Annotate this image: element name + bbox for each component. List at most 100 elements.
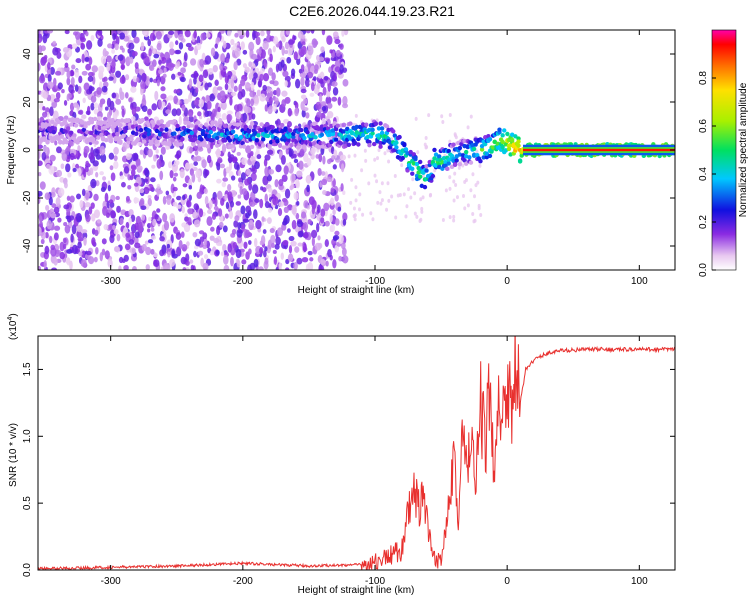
- spectrogram-ridge-cell: [422, 184, 428, 190]
- spectrogram-cell: [311, 229, 318, 239]
- spectrogram-cell: [78, 251, 83, 257]
- spectrogram-cell: [150, 177, 156, 183]
- spectrogram-cell: [106, 200, 110, 209]
- spectrogram-ridge-cell: [500, 139, 505, 145]
- spectrogram-cell: [394, 215, 398, 220]
- spectrogram-cell: [234, 47, 241, 58]
- spectrogram-ridge-cell: [249, 121, 255, 126]
- spectrogram-cell: [303, 231, 309, 239]
- spectrogram-cell: [244, 229, 251, 239]
- spectrogram-cell: [260, 30, 265, 37]
- spectrogram-cell: [103, 223, 109, 231]
- spectrogram-cell: [125, 195, 130, 202]
- spectrogram-cell: [419, 217, 423, 222]
- spectrogram-cell: [413, 211, 417, 216]
- spectrogram-ridge-cell: [234, 134, 239, 139]
- spectrogram-cell: [463, 206, 467, 211]
- spectrogram-cell: [159, 52, 164, 58]
- spectrogram-cell: [104, 106, 109, 111]
- spectrogram-cell: [102, 176, 107, 181]
- spectrogram-ridge-cell: [280, 122, 285, 128]
- spectrogram-cell: [454, 135, 458, 140]
- spectrogram-x-tick-label: -200: [233, 276, 253, 287]
- spectrogram-cell: [182, 267, 187, 270]
- spectrogram-cell: [225, 201, 230, 210]
- spectrogram-cell: [100, 55, 107, 65]
- spectrogram-cell: [42, 111, 48, 118]
- spectrogram-cell: [135, 158, 141, 168]
- spectrogram-cell: [178, 33, 184, 41]
- spectrogram-cell: [236, 228, 243, 238]
- spectrogram-ridge-cell: [227, 138, 233, 143]
- spectrogram-cell: [42, 106, 46, 111]
- spectrogram-cell: [225, 166, 231, 174]
- spectrogram-ridge-cell: [134, 131, 139, 137]
- snr-y-label: SNR (10 * v/v): [8, 423, 19, 487]
- spectrogram-cell: [85, 31, 89, 37]
- spectrogram-ridge-cell: [92, 116, 98, 122]
- spectrogram-cell: [236, 164, 240, 171]
- spectrogram-ridge-cell: [516, 143, 521, 148]
- spectrogram-cell: [268, 96, 273, 105]
- spectrogram-cell: [42, 91, 49, 99]
- spectrogram-cell: [133, 182, 139, 187]
- spectrogram-cell: [188, 184, 193, 190]
- spectrogram-cell: [236, 259, 241, 268]
- spectrogram-cell: [66, 69, 71, 79]
- spectrogram-cell: [235, 248, 242, 259]
- spectrogram-cell: [295, 212, 300, 220]
- spectrogram-cell: [141, 243, 147, 252]
- spectrogram-cell: [46, 219, 53, 230]
- spectrogram-cell: [320, 208, 326, 217]
- spectrogram-cell: [43, 259, 47, 269]
- spectrogram-cell: [38, 144, 44, 150]
- spectrogram-cell: [136, 165, 143, 172]
- spectrogram-cell: [188, 78, 193, 89]
- colorbar-ticks: 0.0 0.2 0.4 0.6 0.8: [698, 71, 716, 277]
- spectrogram-cell: [76, 193, 82, 200]
- spectrogram-ridge-cell: [299, 127, 304, 133]
- spectrogram-cell: [304, 65, 309, 74]
- spectrogram-cell: [160, 146, 166, 155]
- spectrogram-cell: [64, 30, 70, 35]
- spectrogram-cell: [154, 213, 159, 220]
- colorbar-tick-label: 0.0: [698, 263, 709, 277]
- spectrogram-cell: [202, 69, 209, 79]
- spectrogram-cell: [363, 148, 367, 153]
- spectrogram-ridge-cell: [40, 124, 45, 129]
- spectrogram-cell: [96, 219, 102, 224]
- spectrogram-ridge-cell: [356, 142, 361, 147]
- spectrogram-cell: [150, 227, 155, 232]
- spectrogram-cell: [176, 204, 182, 209]
- spectrogram-cell: [241, 259, 247, 265]
- spectrogram-cell: [352, 206, 356, 211]
- spectrogram-cell: [313, 40, 319, 46]
- spectrogram-cell: [293, 191, 299, 201]
- spectrogram-cell: [88, 152, 95, 160]
- spectrogram-cell: [71, 64, 76, 70]
- spectrogram-cell: [301, 45, 307, 55]
- spectrogram-cell: [350, 177, 354, 182]
- spectrogram-ridge-cell: [222, 123, 228, 129]
- spectrogram-ridge-cell: [432, 147, 437, 153]
- spectrogram-cell: [49, 106, 54, 117]
- spectrogram-cell: [187, 217, 192, 226]
- spectrogram-cell: [141, 214, 146, 221]
- spectrogram-cell: [79, 199, 84, 209]
- spectrogram-cell: [81, 229, 88, 234]
- spectrogram-cell: [184, 30, 191, 38]
- spectrogram-cell: [317, 167, 322, 176]
- spectrogram-cell: [63, 115, 69, 121]
- spectrogram-cell: [119, 217, 124, 225]
- snr-y-axis: 0.0 0.5 1.0 1.5: [22, 362, 675, 577]
- spectrogram-cell: [81, 70, 88, 76]
- spectrogram-cell: [134, 242, 141, 249]
- spectrogram-cell: [415, 214, 419, 219]
- spectrogram-cell: [154, 90, 159, 101]
- spectrogram-cell: [253, 237, 258, 248]
- spectrogram-cell: [315, 101, 322, 110]
- spectrogram-cell: [85, 63, 92, 71]
- spectrogram-cell: [86, 40, 93, 50]
- spectrogram-cell: [400, 163, 404, 168]
- spectrogram-cell: [197, 111, 202, 117]
